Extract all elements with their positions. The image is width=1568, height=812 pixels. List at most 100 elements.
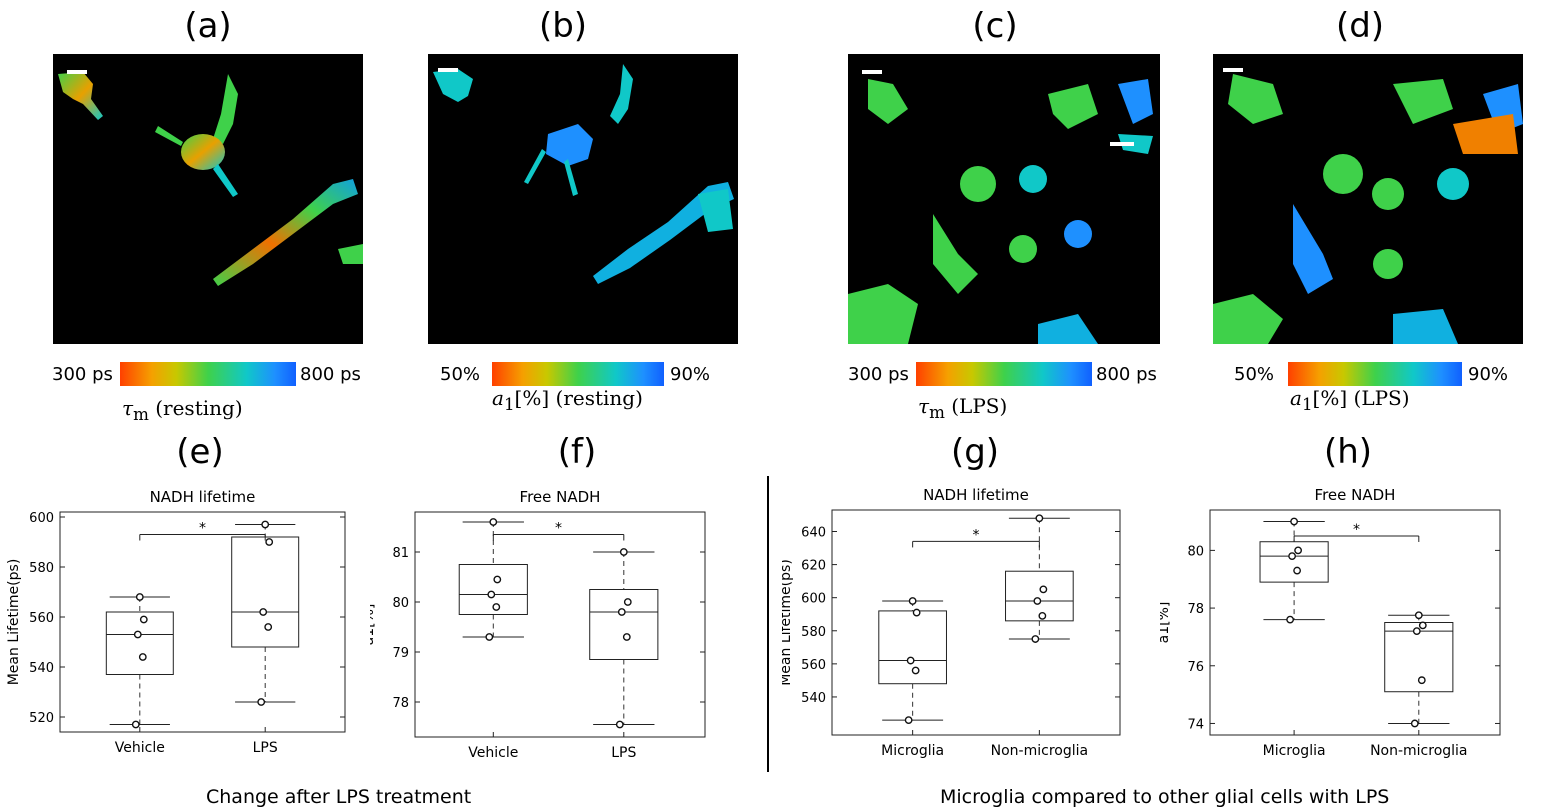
- significance-label: *: [555, 521, 562, 537]
- box-0: [458, 518, 528, 641]
- box-iqr: [1005, 570, 1074, 622]
- y-tick-label: 640: [801, 526, 826, 541]
- plot-frame: [414, 511, 706, 738]
- data-point: [139, 615, 148, 624]
- box-1: [1384, 611, 1454, 728]
- colorbar-a-max-label: 800 ps: [300, 364, 361, 385]
- colorbar-d-title: a1[%] (LPS): [1290, 386, 1410, 414]
- colorbar-d-title-text: [%] (LPS): [1312, 386, 1410, 410]
- colorbar-d-max-label: 90%: [1468, 364, 1509, 385]
- colorbar-d-subscript: 1: [1301, 395, 1313, 414]
- scale-bar: [67, 70, 87, 74]
- colorbar-b-min-label: 50%: [440, 364, 481, 385]
- box-0: [105, 593, 174, 729]
- x-tick-label: Microglia: [1263, 743, 1326, 759]
- box-1: [231, 520, 300, 706]
- colorbar-c-title: τm (LPS): [918, 394, 1007, 422]
- box-iqr: [231, 536, 300, 648]
- colorbar-a-title: τm (resting): [122, 396, 243, 424]
- colorbar-c-subscript: m: [929, 403, 945, 422]
- box-0: [1259, 517, 1329, 624]
- data-point: [615, 720, 624, 729]
- colorbar-c-symbol: τ: [918, 394, 930, 418]
- colorbar-d-symbol: a: [1290, 386, 1302, 410]
- data-point: [1418, 621, 1427, 630]
- data-point: [265, 538, 274, 546]
- y-axis-label: a1[%]: [1160, 602, 1172, 644]
- box-plot-f: Free NADH a1[%] 78 79 80 81 Vehicle LPS *: [370, 488, 706, 761]
- y-tick-label: 540: [801, 691, 826, 706]
- plot-frame: [1209, 509, 1501, 736]
- data-point: [1410, 719, 1419, 728]
- data-point: [1293, 566, 1302, 575]
- chart-title: NADH lifetime: [923, 486, 1029, 504]
- y-tick-label: 76: [1187, 660, 1204, 675]
- data-point: [492, 603, 501, 611]
- box-plot-e: NADH lifetime Mean Lifetime(ps) 520 540 560 5…: [6, 488, 346, 756]
- y-tick-label: 78: [1187, 602, 1204, 617]
- y-tick-label: 81: [392, 546, 409, 561]
- box-1: [589, 548, 659, 729]
- y-tick-label: 580: [29, 561, 54, 576]
- colorbar-b: [492, 362, 664, 386]
- x-tick-label: LPS: [253, 740, 278, 756]
- data-point: [1294, 546, 1303, 555]
- y-tick-label: 600: [29, 511, 54, 526]
- data-point: [619, 548, 628, 556]
- data-point: [911, 666, 920, 675]
- box-plot-h: Free NADH a1[%] 74 76 78 80 Microglia Non-micro…: [1160, 486, 1501, 759]
- x-tick-label: Vehicle: [115, 740, 165, 756]
- cell-shapes: [1213, 74, 1523, 344]
- box-iqr: [1259, 541, 1329, 583]
- data-point: [1288, 552, 1297, 561]
- colorbar-b-title-text: [%] (resting): [514, 386, 643, 410]
- data-point: [623, 598, 632, 606]
- data-point: [257, 698, 266, 706]
- panel-letter-h: (h): [1323, 432, 1373, 472]
- cell-shapes: [58, 72, 363, 286]
- panel-letter-a: (a): [184, 6, 232, 46]
- significance-label: *: [1353, 522, 1360, 538]
- box-1: [1005, 514, 1074, 643]
- colorbar-c: [916, 362, 1092, 386]
- colorbar-d-min-label: 50%: [1234, 364, 1275, 385]
- chart-title: NADH lifetime: [150, 488, 256, 506]
- colorbar-b-max-label: 90%: [670, 364, 711, 385]
- data-point: [904, 716, 913, 725]
- box-iqr: [589, 589, 659, 660]
- y-axis-label: Mean Lifetime(ps): [6, 559, 22, 686]
- y-tick-label: 79: [392, 646, 409, 661]
- data-point: [1414, 611, 1423, 620]
- data-point: [912, 608, 921, 617]
- y-tick-label: 560: [801, 658, 826, 673]
- data-point: [485, 633, 494, 641]
- data-point: [1290, 517, 1299, 526]
- colorbar-c-title-text: (LPS): [944, 394, 1008, 418]
- micrograph-b: [428, 54, 738, 344]
- caption-right: Microglia compared to other glial cells …: [940, 786, 1390, 808]
- cell-shapes: [433, 64, 734, 284]
- significance-label: *: [973, 527, 980, 543]
- data-point: [622, 633, 631, 641]
- panel-letter-f: (f): [557, 432, 597, 472]
- x-tick-label: Vehicle: [468, 745, 518, 761]
- micrograph-a: [53, 54, 363, 344]
- data-point: [259, 608, 268, 616]
- micrograph-c: [848, 54, 1160, 344]
- data-point: [1035, 514, 1044, 523]
- cell-shapes: [848, 79, 1153, 344]
- data-point: [264, 623, 273, 631]
- data-point: [1286, 615, 1295, 624]
- y-tick-label: 560: [29, 611, 54, 626]
- colorbar-a: [120, 362, 296, 386]
- colorbar-c-min-label: 300 ps: [848, 364, 909, 385]
- caption-left: Change after LPS treatment: [206, 786, 472, 808]
- chart-title: Free NADH: [1315, 486, 1396, 504]
- data-point: [133, 630, 142, 639]
- colorbar-c-max-label: 800 ps: [1096, 364, 1157, 385]
- data-point: [1038, 611, 1047, 620]
- data-point: [1031, 635, 1040, 643]
- y-tick-label: 600: [801, 592, 826, 607]
- chart-title: Free NADH: [520, 488, 601, 506]
- plot-frame: [59, 511, 346, 733]
